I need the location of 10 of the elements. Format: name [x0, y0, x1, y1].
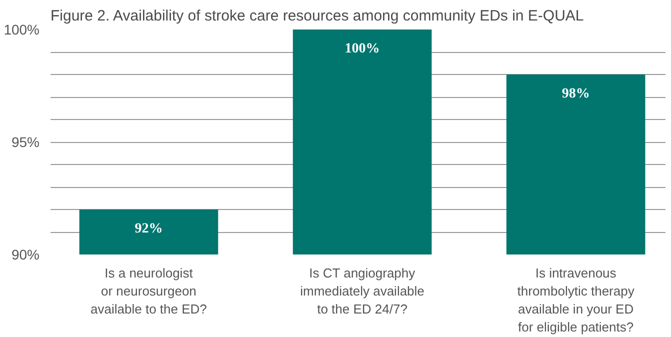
- y-tick-label: 100%: [4, 22, 40, 38]
- y-tick-label: 95%: [11, 134, 40, 150]
- x-tick-label: Is CT angiography immediately available to the ED 24/7?: [300, 266, 424, 316]
- data-label: 98%: [562, 86, 590, 102]
- y-tick-label: 90%: [11, 246, 40, 262]
- x-tick-label: Is a neurologist or neurosurgeon available to the ED?: [90, 266, 207, 316]
- x-tick-label: Is intravenous thrombolytic therapy available in your ED for eligible patients?: [517, 266, 635, 334]
- chart-title: Figure 2. Availability of stroke care resources among community EDs in E-QUAL: [50, 8, 584, 24]
- data-label: 92%: [134, 222, 163, 236]
- data-label: 100%: [344, 42, 380, 56]
